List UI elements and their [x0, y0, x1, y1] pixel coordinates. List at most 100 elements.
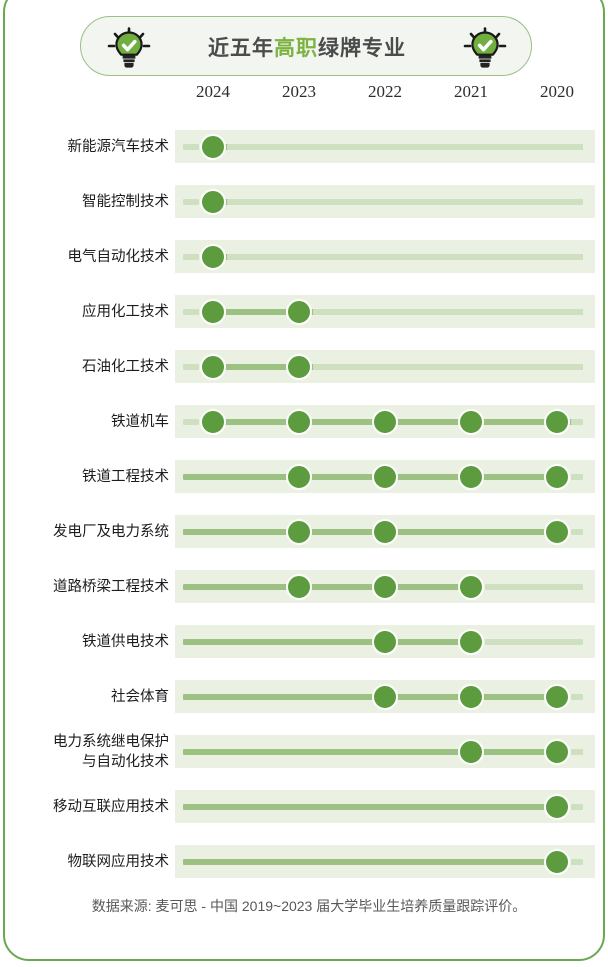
row-track: [175, 350, 595, 383]
track-stub-left: [183, 199, 199, 205]
year-marker-dot-2024[interactable]: [200, 409, 226, 435]
track-stub-left: [183, 309, 199, 315]
year-label-2022: 2022: [368, 82, 402, 101]
row-label: 电气自动化技术: [67, 248, 170, 265]
row-track: [175, 625, 595, 658]
chart-row: 发电厂及电力系统: [5, 504, 608, 559]
year-marker-dot-2023[interactable]: [286, 299, 312, 325]
year-marker-dot-2024[interactable]: [200, 354, 226, 380]
row-label: 石油化工技术: [82, 358, 169, 375]
row-track: [175, 735, 595, 768]
row-track: [175, 515, 595, 548]
year-marker-dot-2020[interactable]: [544, 464, 570, 490]
year-marker-dot-2021[interactable]: [458, 684, 484, 710]
year-marker-dot-2020[interactable]: [544, 794, 570, 820]
row-track: [175, 185, 595, 218]
row-track: [175, 460, 595, 493]
row-label: 道路桥梁工程技术: [53, 578, 169, 595]
chart-row: 社会体育: [5, 669, 608, 724]
chart-row: 铁道机车: [5, 394, 608, 449]
chart-row: 道路桥梁工程技术: [5, 559, 608, 614]
infographic-card: 近五年 高职 绿牌专业 2024 2023 2022 2021 2020 新能源汽车技术 智能…: [3, 0, 605, 961]
track-bar: [183, 474, 559, 480]
chart-row: 新能源汽车技术: [5, 119, 608, 174]
track-stub-left: [183, 419, 199, 425]
track-stub-right: [313, 309, 583, 315]
year-marker-dot-2022[interactable]: [372, 574, 398, 600]
lightbulb-check-icon: [107, 27, 151, 68]
year-marker-dot-2022[interactable]: [372, 684, 398, 710]
track-stub-right: [571, 419, 583, 425]
title-banner: 近五年 高职 绿牌专业: [80, 16, 532, 76]
year-marker-dot-2021[interactable]: [458, 739, 484, 765]
year-marker-dot-2020[interactable]: [544, 739, 570, 765]
track-stub-left: [183, 144, 199, 150]
track-stub-right: [571, 694, 583, 700]
year-label-2024: 2024: [196, 82, 230, 101]
chart-row: 智能控制技术: [5, 174, 608, 229]
row-label: 铁道机车: [111, 413, 169, 430]
year-marker-dot-2024[interactable]: [200, 134, 226, 160]
year-marker-dot-2021[interactable]: [458, 629, 484, 655]
year-marker-dot-2022[interactable]: [372, 519, 398, 545]
track-stub-right: [485, 584, 583, 590]
row-track: [175, 240, 595, 273]
track-stub-right: [313, 364, 583, 370]
chart-row: 电气自动化技术: [5, 229, 608, 284]
year-marker-dot-2020[interactable]: [544, 684, 570, 710]
year-marker-dot-2022[interactable]: [372, 409, 398, 435]
year-marker-dot-2023[interactable]: [286, 464, 312, 490]
track-bar: [183, 749, 559, 755]
year-axis: 2024 2023 2022 2021 2020: [175, 82, 595, 108]
year-marker-dot-2024[interactable]: [200, 189, 226, 215]
year-marker-dot-2022[interactable]: [372, 629, 398, 655]
row-label: 电力系统继电保护 与自动化技术: [53, 733, 169, 770]
track-stub-right: [571, 804, 583, 810]
year-marker-dot-2023[interactable]: [286, 519, 312, 545]
track-stub-right: [571, 859, 583, 865]
row-label: 移动互联应用技术: [53, 798, 169, 815]
year-marker-dot-2024[interactable]: [200, 244, 226, 270]
year-marker-dot-2020[interactable]: [544, 519, 570, 545]
row-track: [175, 790, 595, 823]
row-track: [175, 845, 595, 878]
year-marker-dot-2023[interactable]: [286, 574, 312, 600]
chart-row: 石油化工技术: [5, 339, 608, 394]
track-bar: [183, 584, 473, 590]
track-bar: [183, 694, 559, 700]
track-stub-right: [571, 529, 583, 535]
row-label: 发电厂及电力系统: [53, 523, 169, 540]
title-part-2: 高职: [274, 37, 318, 60]
year-marker-dot-2021[interactable]: [458, 409, 484, 435]
year-marker-dot-2023[interactable]: [286, 409, 312, 435]
lightbulb-check-icon-right: [463, 27, 507, 68]
chart-row: 铁道供电技术: [5, 614, 608, 669]
track-stub-left: [183, 364, 199, 370]
track-bar: [183, 804, 559, 810]
year-marker-dot-2021[interactable]: [458, 464, 484, 490]
year-marker-dot-2022[interactable]: [372, 464, 398, 490]
year-marker-dot-2020[interactable]: [544, 849, 570, 875]
track-bar: [183, 639, 473, 645]
track-stub-right: [227, 254, 583, 260]
title-part-3: 绿牌专业: [318, 37, 406, 60]
row-track: [175, 295, 595, 328]
row-track: [175, 405, 595, 438]
year-label-2023: 2023: [282, 82, 316, 101]
track-stub-right: [571, 749, 583, 755]
year-marker-dot-2024[interactable]: [200, 299, 226, 325]
row-track: [175, 130, 595, 163]
row-label: 物联网应用技术: [67, 853, 170, 870]
year-marker-dot-2021[interactable]: [458, 574, 484, 600]
chart-row: 物联网应用技术: [5, 834, 608, 889]
track-stub-right: [485, 639, 583, 645]
year-marker-dot-2023[interactable]: [286, 354, 312, 380]
year-marker-dot-2020[interactable]: [544, 409, 570, 435]
chart-row: 电力系统继电保护 与自动化技术: [5, 724, 608, 779]
row-track: [175, 680, 595, 713]
title-part-1: 近五年: [208, 37, 274, 60]
row-label: 新能源汽车技术: [67, 138, 170, 155]
chart-row: 铁道工程技术: [5, 449, 608, 504]
row-label: 铁道供电技术: [82, 633, 169, 650]
year-label-2020: 2020: [540, 82, 574, 101]
